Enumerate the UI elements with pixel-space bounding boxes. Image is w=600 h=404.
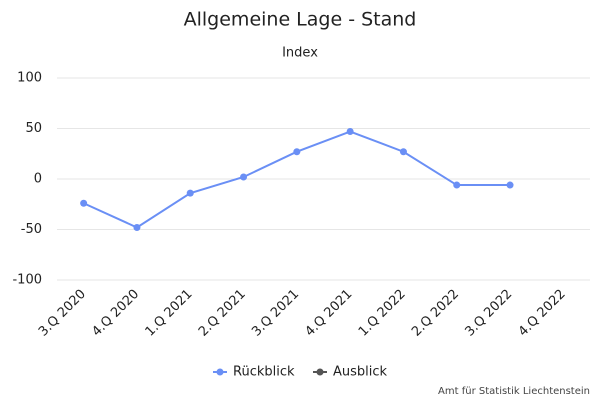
x-tick-label: 1.Q 2022: [356, 287, 409, 340]
point: [506, 181, 514, 189]
x-tick-label: 3.Q 2020: [36, 287, 89, 340]
y-tick-label: -100: [12, 273, 42, 288]
point: [399, 148, 407, 156]
x-tick-label: 3.Q 2021: [249, 287, 302, 340]
point: [133, 223, 141, 231]
y-tick-label: 50: [25, 121, 42, 136]
x-tick-label: 2.Q 2022: [409, 287, 462, 340]
legend-marker: [216, 368, 224, 376]
x-tick-label: 2.Q 2021: [196, 287, 249, 340]
x-tick-label: 4.Q 2020: [89, 287, 142, 340]
legend-marker: [316, 368, 324, 376]
x-tick-label: 1.Q 2021: [143, 287, 196, 340]
point: [186, 189, 194, 197]
x-tick-label: 4.Q 2022: [516, 287, 569, 340]
point: [293, 148, 301, 156]
point: [453, 181, 461, 189]
chart-title: Allgemeine Lage - Stand: [184, 9, 417, 31]
point: [346, 128, 354, 136]
chart-subtitle: Index: [282, 46, 318, 61]
line: [83, 130, 511, 229]
legend-label: Ausblick: [333, 365, 388, 380]
x-tick-label: 4.Q 2021: [303, 287, 356, 340]
credit: Amt für Statistik Liechtenstein: [438, 386, 590, 397]
legend-label: Rückblick: [233, 365, 295, 380]
y-tick-label: 0: [34, 172, 42, 187]
point: [240, 173, 248, 181]
y-tick-label: 100: [17, 71, 42, 86]
y-tick-label: -50: [21, 222, 42, 237]
point: [80, 199, 88, 207]
x-tick-label: 3.Q 2022: [462, 287, 515, 340]
